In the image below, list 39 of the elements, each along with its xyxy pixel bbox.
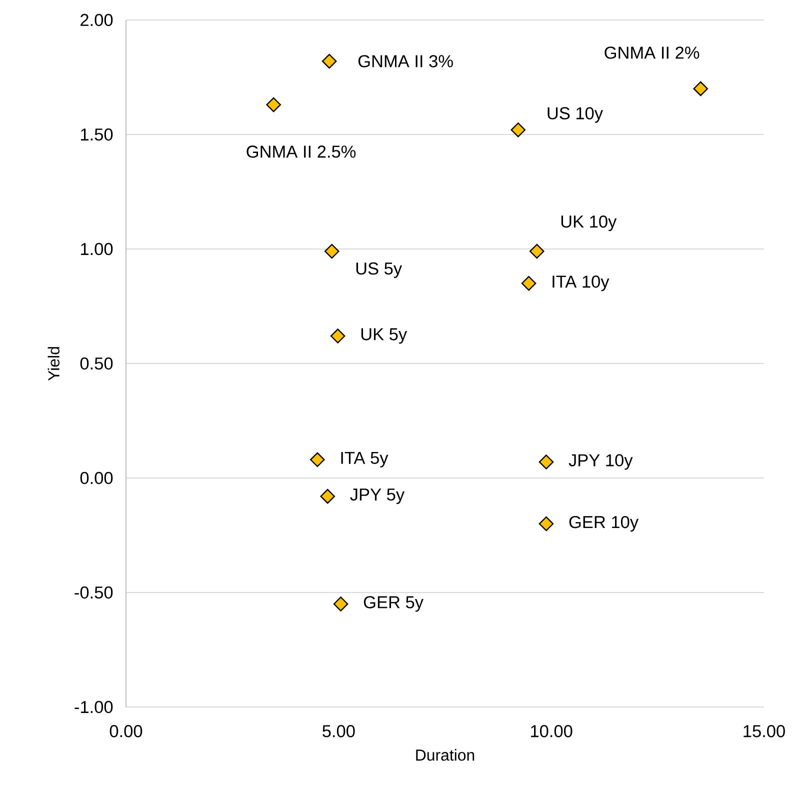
x-tick-label: 5.00	[322, 725, 355, 738]
point	[330, 328, 346, 344]
annotation: ITA 5y	[341, 452, 388, 468]
annotation: UK 5y	[361, 328, 408, 344]
point	[322, 54, 337, 69]
point	[310, 452, 325, 468]
x-tick-label: 10.00	[531, 725, 572, 738]
annotation: JPY 5y	[350, 488, 405, 504]
x-tick-label: 15.00	[744, 725, 785, 738]
y-axis-title: Yield	[48, 347, 60, 381]
point	[521, 276, 536, 291]
annotation: UK 10y	[561, 215, 617, 232]
y-tick-label: 0.00	[80, 472, 113, 484]
point	[538, 516, 554, 532]
y-tick-label: 2.00	[80, 14, 113, 26]
annotation: US 10y	[548, 107, 603, 123]
annotation: JPY 10y	[568, 454, 633, 470]
annotation: GNMA II 2%	[604, 46, 700, 59]
y-tick-label: -1.00	[74, 700, 113, 714]
y-tick-label: 0.50	[80, 357, 113, 370]
point	[333, 596, 348, 612]
point	[266, 97, 281, 112]
annotation: ITA 10y	[552, 276, 610, 292]
annotation: US 5y	[356, 262, 402, 278]
point	[324, 244, 340, 259]
y-tick-label: 1.50	[81, 128, 113, 141]
annotation: GER 5y	[364, 596, 424, 612]
x-axis-title: Duration	[416, 749, 474, 761]
annotation: GNMA II 2.5%	[246, 146, 356, 158]
annotation: GNMA II 3%	[358, 55, 453, 68]
x-tick-label: 0.00	[110, 725, 142, 738]
point	[510, 122, 526, 138]
point	[320, 488, 335, 504]
point	[529, 244, 544, 259]
annotation: GER 10y	[569, 516, 639, 532]
y-tick-label: -0.50	[74, 586, 113, 599]
point	[538, 454, 554, 470]
y-tick-label: 1.00	[81, 242, 113, 256]
point	[693, 81, 708, 96]
